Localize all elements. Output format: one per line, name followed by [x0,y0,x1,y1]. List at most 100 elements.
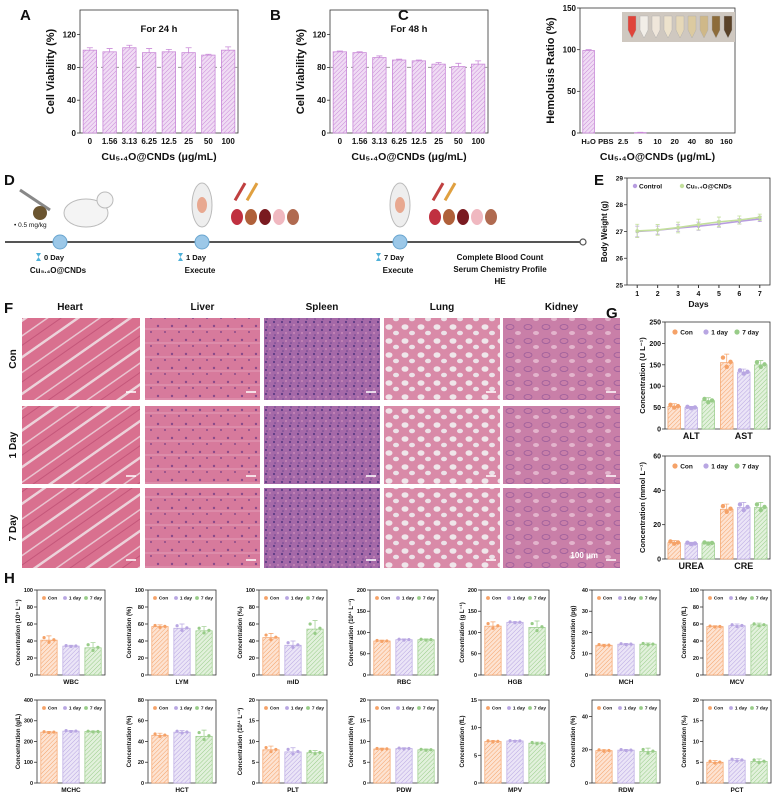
data-point-mID [318,626,322,630]
y-axis-label-MCHC: Concentration (g/L) [16,714,22,769]
histology-image-heart [22,406,140,484]
y-tick-label-E: 27 [616,229,624,236]
histology-image-kidney [503,488,620,568]
histology-image-lung [384,318,500,400]
error-bar-RDW [645,747,651,752]
error-bar-HCT [201,729,207,737]
x-tick-label-E: 3 [676,291,680,298]
y-tick-label-G2: 60 [653,453,661,460]
legend-marker-WBC [84,596,88,600]
bar-A [122,47,137,134]
error-bar-B [415,59,422,61]
legend-marker-HCT [174,706,178,710]
y-tick-label-G1: 100 [649,384,661,391]
data-point-PCT [762,759,766,763]
legend-label-HCT: 1 day [180,706,193,712]
histology-row-label: 7 Day [8,514,19,541]
legend-label-RDW: Con [603,706,612,712]
timepoint-day: 1 Day [186,253,207,262]
panel-label-F: F [4,300,13,317]
legend-marker-G1 [734,329,740,335]
data-point-MCH [651,642,655,646]
legend-label-G1: 7 day [742,329,759,336]
legend-marker-LYM [174,596,178,600]
bar-PDW-7-day [417,749,435,784]
legend-label-PLT: Con [270,706,279,712]
x-tick-label-A: 1.56 [102,137,118,146]
x-tick-label-HGB: HGB [508,679,523,686]
x-tick-label-WBC: WBC [63,679,79,686]
x-tick-label-B: 50 [454,137,463,146]
data-point-WBC [64,643,68,648]
bar-HCT-Con [151,734,169,784]
data-point-MCV [730,623,734,627]
bar-MCH-1-day [617,643,635,676]
data-point-PLT [308,749,312,754]
y-axis-label-HGB: Concentration (g L⁻¹) [459,602,466,663]
data-point-G2 [685,540,690,545]
y-tick-label-PLT: 0 [252,781,255,787]
y-tick-label-PDW: 15 [360,719,366,725]
data-point-G1 [675,403,681,409]
data-point-G1 [709,398,715,403]
bar-MCHC-1-day [62,730,80,784]
legend-marker-HGB [486,596,490,600]
y-tick-label-PCT: 10 [693,739,699,745]
spleen-icon [457,209,469,225]
y-tick-label-PCT: 20 [693,698,699,704]
bar-MPV-Con [484,741,502,784]
data-point-RBC [424,638,428,642]
data-point-RDW [597,748,601,752]
legend-label-MCV: 1 day [735,596,748,602]
histology-image-lung [384,406,500,484]
data-point-PDW [407,746,411,751]
data-point-RDW [641,747,645,752]
data-point-RDW [619,748,623,752]
data-point-LYM [202,631,206,635]
y-axis-label-RDW: Concentration (%) [571,716,577,768]
legend-label-MPV: 7 day [534,706,547,712]
y-tick-label-MCH: 20 [582,630,588,636]
data-point-G2 [754,502,760,507]
data-point-G2 [728,506,733,511]
data-point-MCH [607,643,611,647]
analysis-label: Complete Blood Count [457,253,544,262]
y-tick-label-PDW: 20 [360,698,366,704]
y-axis-label-G1: Concentration (U L⁻¹) [638,337,647,414]
y-tick-label-MCH: 30 [582,609,588,615]
data-point-G1 [706,400,711,405]
x-tick-label-C: 40 [688,137,696,146]
data-point-PLT [264,745,268,750]
x-tick-label-MCV: MCV [730,679,745,686]
x-tick-label-G2: UREA [678,561,704,571]
bar-B [471,63,486,134]
bar-G2-7-day [754,507,768,560]
data-point-G2 [737,502,743,507]
data-point-PDW [375,746,379,751]
y-tick-label-LYM: 80 [138,605,144,611]
y-axis-label-B: Cell Viability (%) [295,28,307,114]
legend-marker-PLT [285,706,289,710]
data-point-RBC [380,639,384,644]
x-tick-label-RDW: RDW [618,787,634,794]
y-tick-label-PCT: 15 [693,719,699,725]
legend-marker-PDW [417,706,421,710]
bar-MCV-Con [706,626,724,676]
legend-label-E: Cu₅.₄O@CNDs [686,184,732,191]
y-tick-label-PDW: 10 [360,739,366,745]
data-point-G1 [689,406,694,411]
liver-icon [443,209,455,225]
dose-label: • 0.5 mg/kg [14,222,47,229]
data-point-WBC [69,644,73,649]
data-point-G1 [672,405,677,410]
x-axis-label-C: Cu₅.₄O@CNDs (μg/mL) [600,151,715,163]
legend-label-PDW: 7 day [423,706,436,712]
bar-G1-1-day [737,371,751,430]
data-point-mID [313,631,317,635]
data-point-RDW [624,748,628,753]
legend-label-MCV: 7 day [756,596,769,602]
data-point-MCHC [96,729,100,734]
legend-marker-PCT [708,706,712,710]
y-tick-label-G1: 200 [649,341,661,348]
plot-frame-B [329,9,489,134]
